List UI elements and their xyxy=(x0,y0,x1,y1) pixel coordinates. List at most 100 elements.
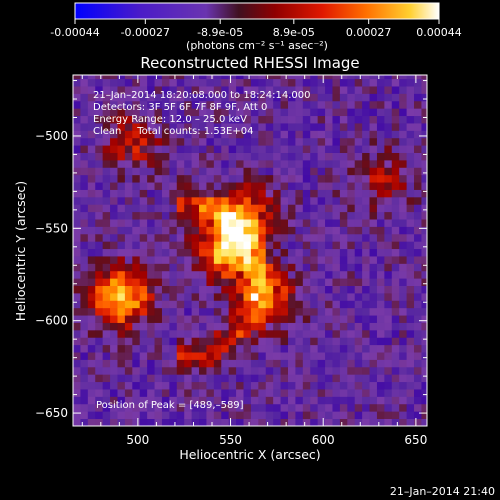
heatmap-cell xyxy=(258,263,267,272)
heatmap-cell xyxy=(287,196,296,205)
heatmap-cell xyxy=(213,359,222,368)
heatmap-cell xyxy=(399,115,408,124)
heatmap-cell xyxy=(184,211,193,220)
heatmap-cell xyxy=(414,285,422,294)
heatmap-cell xyxy=(406,344,415,353)
y-tick-label: −650 xyxy=(35,406,68,420)
heatmap-cell xyxy=(117,159,126,168)
heatmap-cell xyxy=(347,189,356,198)
heatmap-cell xyxy=(391,374,400,383)
heatmap-cell xyxy=(87,204,96,213)
heatmap-cell xyxy=(102,174,111,183)
heatmap-cell xyxy=(191,75,200,80)
heatmap-cell xyxy=(110,86,118,94)
heatmap-cell xyxy=(354,329,363,338)
heatmap-cell xyxy=(236,366,244,375)
heatmap-cell xyxy=(117,300,126,309)
heatmap-cell xyxy=(295,389,304,397)
heatmap-cell xyxy=(317,86,326,94)
heatmap-cell xyxy=(302,389,311,397)
heatmap-cell xyxy=(325,189,333,198)
heatmap-cell xyxy=(339,396,348,405)
heatmap-cell xyxy=(117,263,126,272)
heatmap-cell xyxy=(347,292,356,301)
heatmap-cell xyxy=(176,263,185,272)
heatmap-cell xyxy=(265,152,274,161)
heatmap-cell xyxy=(139,374,148,383)
heatmap-cell xyxy=(258,300,267,309)
heatmap-cell xyxy=(295,78,304,87)
heatmap-cell xyxy=(221,256,230,264)
heatmap-cell xyxy=(169,307,178,316)
heatmap-cell xyxy=(87,329,96,338)
heatmap-cell xyxy=(273,344,281,353)
heatmap-cell xyxy=(87,115,96,124)
heatmap-cell xyxy=(221,159,230,168)
heatmap-cell xyxy=(132,344,141,353)
heatmap-cell xyxy=(236,263,244,272)
heatmap-cell xyxy=(250,196,259,205)
heatmap-cell xyxy=(287,123,296,131)
heatmap-cell xyxy=(124,248,133,257)
heatmap-cell xyxy=(384,381,393,390)
heatmap-cell xyxy=(273,189,281,198)
heatmap-cell xyxy=(87,256,96,264)
heatmap-cell xyxy=(80,159,89,168)
heatmap-cell xyxy=(391,219,400,227)
heatmap-cell xyxy=(184,174,193,183)
heatmap-cell xyxy=(250,315,259,323)
heatmap-cell xyxy=(302,204,311,213)
heatmap-cell xyxy=(369,300,378,309)
heatmap-cell xyxy=(310,189,319,198)
heatmap-cell xyxy=(376,174,385,183)
heatmap-cell xyxy=(302,292,311,301)
heatmap-cell xyxy=(258,86,267,94)
heatmap-cell xyxy=(132,396,141,405)
heatmap-cell xyxy=(421,381,427,390)
heatmap-cell xyxy=(258,189,267,198)
heatmap-cell xyxy=(110,219,118,227)
heatmap-cell xyxy=(199,344,207,353)
heatmap-cell xyxy=(228,189,237,198)
heatmap-cell xyxy=(87,315,96,323)
x-tick-label: 500 xyxy=(126,433,149,447)
heatmap-cell xyxy=(347,374,356,383)
heatmap-cell xyxy=(295,123,304,131)
heatmap-cell xyxy=(250,344,259,353)
heatmap-cell xyxy=(406,123,415,131)
heatmap-cell xyxy=(258,196,267,205)
heatmap-cell xyxy=(369,93,378,102)
heatmap-cell xyxy=(221,226,230,235)
heatmap-cell xyxy=(236,204,244,213)
heatmap-cell xyxy=(236,381,244,390)
heatmap-cell xyxy=(191,337,200,346)
heatmap-cell xyxy=(406,256,415,264)
heatmap-cell xyxy=(73,115,81,124)
heatmap-cell xyxy=(325,75,333,80)
heatmap-cell xyxy=(110,248,118,257)
heatmap-cell xyxy=(362,403,370,412)
heatmap-cell xyxy=(317,130,326,139)
heatmap-cell xyxy=(191,329,200,338)
heatmap-cell xyxy=(221,366,230,375)
heatmap-cell xyxy=(258,337,267,346)
heatmap-cell xyxy=(273,100,281,109)
heatmap-cell xyxy=(347,219,356,227)
heatmap-cell xyxy=(132,93,141,102)
heatmap-cell xyxy=(354,152,363,161)
heatmap-cell xyxy=(280,263,289,272)
heatmap-cell xyxy=(87,263,96,272)
heatmap-cell xyxy=(169,292,178,301)
heatmap-cell xyxy=(213,418,222,426)
heatmap-cell xyxy=(280,270,289,279)
heatmap-cell xyxy=(206,159,215,168)
heatmap-cell xyxy=(191,78,200,87)
heatmap-cell xyxy=(154,75,163,80)
heatmap-cell xyxy=(95,411,104,420)
heatmap-cell xyxy=(421,292,427,301)
x-axis-label: Heliocentric X (arcsec) xyxy=(179,447,320,462)
heatmap-cell xyxy=(250,241,259,250)
heatmap-cell xyxy=(376,411,385,420)
heatmap-cell xyxy=(154,152,163,161)
heatmap-cell xyxy=(280,75,289,80)
